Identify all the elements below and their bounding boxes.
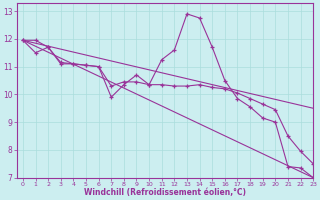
X-axis label: Windchill (Refroidissement éolien,°C): Windchill (Refroidissement éolien,°C) — [84, 188, 246, 197]
